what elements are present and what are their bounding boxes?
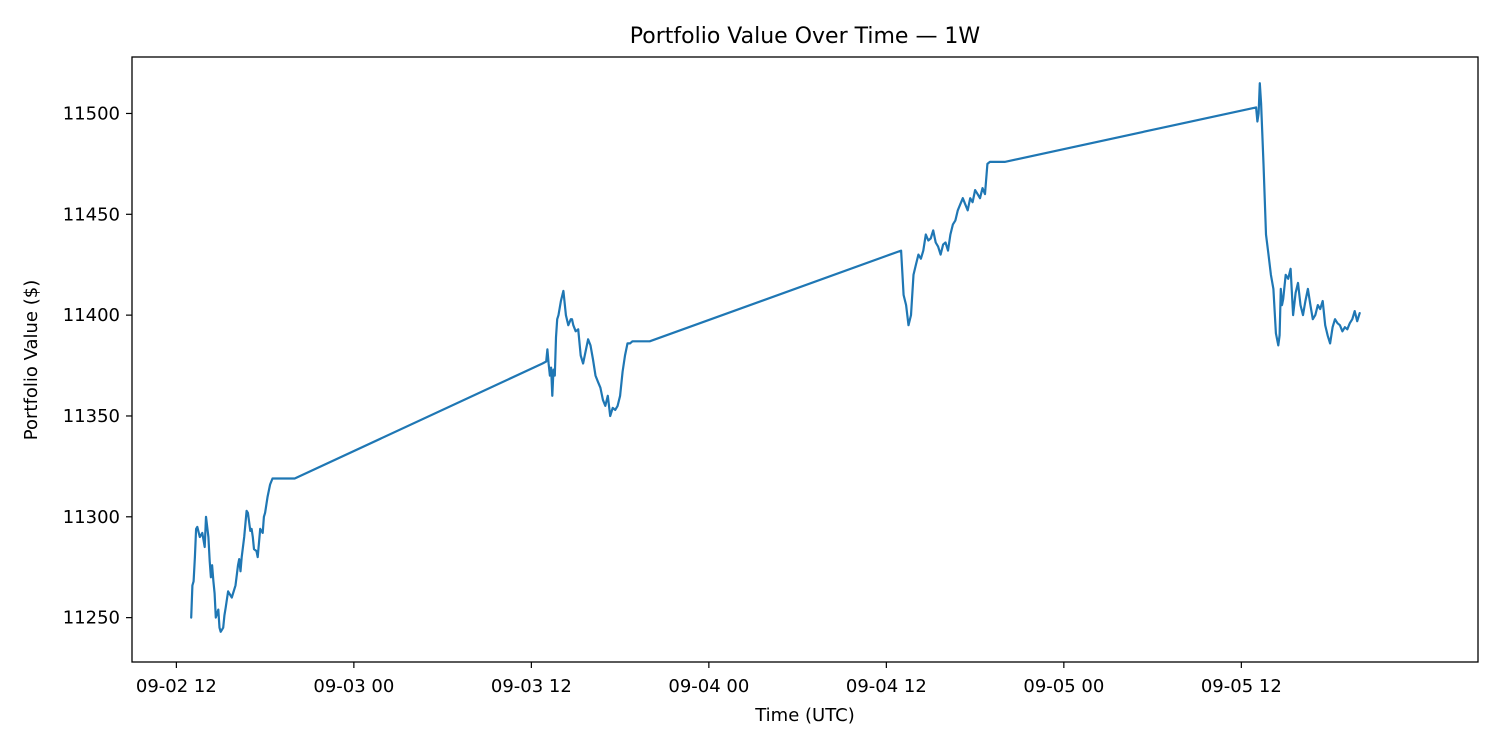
plot-area-frame — [131, 56, 1479, 663]
y-tick-label: 11500 — [63, 103, 120, 124]
x-tick-label: 09-03 12 — [491, 676, 572, 697]
x-tick-label: 09-04 12 — [846, 676, 927, 697]
portfolio-value-line — [190, 82, 1361, 633]
x-axis: 09-02 12 09-03 00 09-03 12 09-04 00 09-04 12… — [136, 662, 1282, 697]
x-axis-label: Time (UTC) — [754, 705, 855, 726]
x-tick-label: 09-05 12 — [1201, 676, 1282, 697]
y-tick-label: 11300 — [63, 507, 120, 528]
y-axis: 11250 11300 11350 11400 11450 11500 — [63, 103, 132, 629]
y-tick-label: 11350 — [63, 406, 120, 427]
x-tick-label: 09-03 00 — [313, 676, 394, 697]
x-tick-label: 09-04 00 — [668, 676, 749, 697]
y-tick-label: 11450 — [63, 204, 120, 225]
y-tick-label: 11250 — [63, 608, 120, 629]
y-axis-label: Portfolio Value ($) — [21, 280, 42, 440]
y-tick-label: 11400 — [63, 305, 120, 326]
x-tick-label: 09-05 00 — [1023, 676, 1104, 697]
x-tick-label: 09-02 12 — [136, 676, 217, 697]
chart-title: Portfolio Value Over Time — 1W — [630, 24, 981, 49]
